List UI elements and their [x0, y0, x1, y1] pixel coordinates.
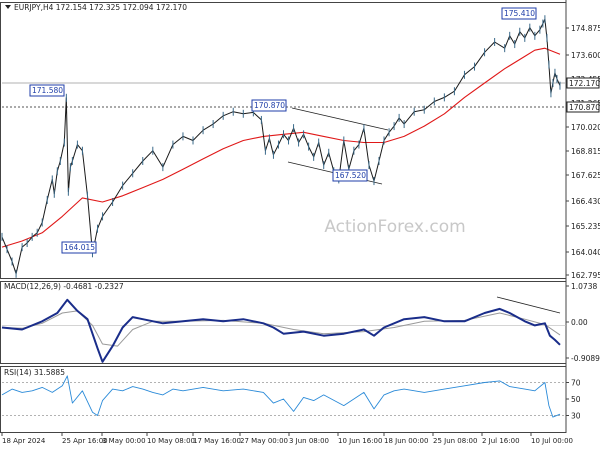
x-tick-label: 3 May 00:00: [102, 437, 146, 445]
main-panel-frame: [0, 2, 567, 279]
y-tick-label: 173.600: [571, 51, 600, 60]
macd-trend-line: [496, 296, 561, 314]
x-tick-label: 3 Jun 08:00: [289, 437, 329, 445]
price-annotation-box: [501, 7, 537, 20]
level-price-label: 170.870: [569, 103, 600, 112]
y-tick-label: 174.875: [571, 24, 600, 33]
x-tick-label: 10 Jun 16:00: [338, 437, 382, 445]
macd-y-tick-label: 0.00: [571, 318, 588, 327]
price-annotation: 171.580: [32, 86, 63, 95]
y-tick-label: 162.795: [571, 271, 600, 280]
rsi-y-tick-label: 70: [571, 379, 581, 388]
y-tick-label: 165.235: [571, 222, 600, 231]
x-tick-label: 25 Apr 16:00: [62, 437, 108, 445]
y-tick-label: 166.430: [571, 197, 600, 206]
y-tick-label: 170.020: [571, 123, 600, 132]
moving-average-line: [1, 47, 561, 248]
current-price-tag: [566, 77, 600, 89]
price-annotation: 167.520: [335, 171, 366, 180]
price-annotation-box: [61, 241, 97, 254]
symbol-header: EURJPY,H4 172.154 172.325 172.094 172.17…: [14, 3, 187, 12]
x-tick-label: 10 May 08:00: [147, 437, 195, 445]
y-tick-label: 164.040: [571, 248, 600, 257]
macd-panel-frame: [0, 281, 567, 364]
price-line: [1, 18, 561, 275]
x-tick-label: 10 Jul 00:00: [531, 437, 573, 445]
current-price-label: 172.170: [569, 79, 600, 88]
y-tick-label: 168.815: [571, 147, 600, 156]
x-tick-label: 18 Apr 2024: [2, 437, 46, 445]
x-tick-label: 18 Jun 00:00: [384, 437, 428, 445]
rsi-y-tick-label: 30: [571, 412, 581, 421]
price-annotation: 175.410: [504, 9, 535, 18]
price-annotation-box: [332, 169, 368, 182]
price-annotation-box: [29, 84, 65, 97]
rsi-line: [1, 375, 561, 418]
rsi-header: RSI(14) 31.5885: [4, 368, 65, 377]
x-tick-label: 27 May 00:00: [240, 437, 288, 445]
price-annotation: 170.870: [254, 101, 285, 110]
rsi-y-tick-label: 50: [571, 395, 581, 404]
price-annotation: 164.015: [64, 243, 95, 252]
macd-y-tick-label: -0.9089: [571, 354, 600, 363]
level-price-tag: [566, 101, 600, 113]
symbol-dropdown-icon: [5, 5, 11, 9]
y-tick-label: 167.625: [571, 171, 600, 180]
x-tick-label: 25 Jun 08:00: [433, 437, 477, 445]
channel-upper-line: [291, 107, 389, 131]
watermark: ActionForex.com: [324, 217, 465, 237]
price-annotation-box: [251, 99, 287, 112]
x-tick-label: 17 May 16:00: [193, 437, 241, 445]
macd-y-tick-label: 1.0738: [571, 282, 597, 291]
macd-line: [1, 298, 561, 363]
macd-header: MACD(12,26,9) -0.4681 -0.2327: [4, 282, 124, 291]
x-tick-label: 2 Jul 16:00: [482, 437, 520, 445]
